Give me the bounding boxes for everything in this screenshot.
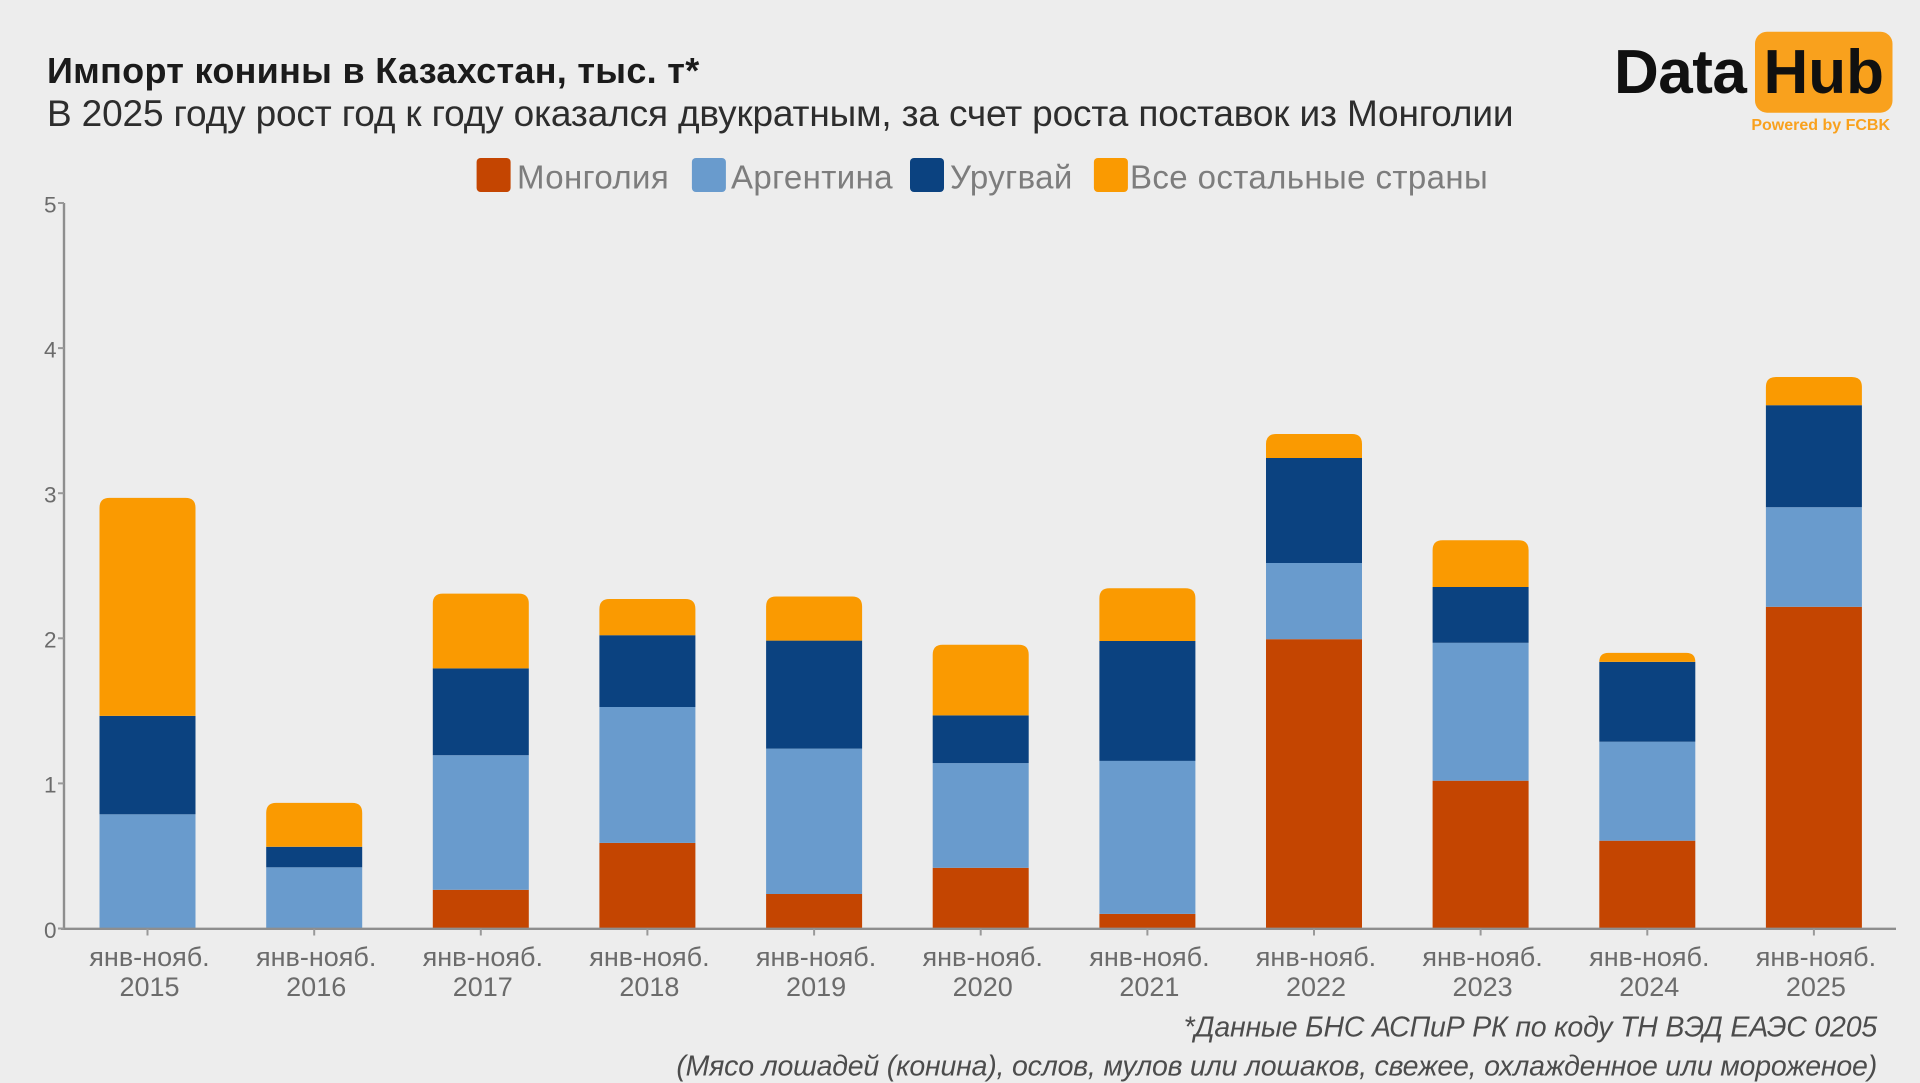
svg-text:2024: 2024 [1619, 972, 1679, 1002]
svg-text:2025: 2025 [1786, 972, 1846, 1002]
svg-text:янв-нояб.: янв-нояб. [1256, 942, 1376, 972]
svg-text:(Мясо лошадей (конина), ослов,: (Мясо лошадей (конина), ослов, мулов или… [676, 1051, 1877, 1083]
svg-text:янв-нояб.: янв-нояб. [756, 942, 876, 972]
svg-text:*Данные БНС АСПиР РК по коду Т: *Данные БНС АСПиР РК по коду ТН ВЭД ЕАЭС… [1184, 1012, 1878, 1044]
svg-text:Монголия: Монголия [517, 159, 669, 196]
svg-text:янв-нояб.: янв-нояб. [1422, 942, 1542, 972]
svg-text:Hub: Hub [1764, 38, 1885, 107]
svg-text:2019: 2019 [786, 972, 846, 1002]
svg-text:янв-нояб.: янв-нояб. [1756, 942, 1876, 972]
svg-text:1: 1 [44, 773, 57, 798]
svg-text:янв-нояб.: янв-нояб. [589, 942, 709, 972]
svg-text:янв-нояб.: янв-нояб. [256, 942, 376, 972]
svg-text:янв-нояб.: янв-нояб. [89, 942, 209, 972]
svg-text:Все остальные страны: Все остальные страны [1130, 159, 1488, 196]
svg-text:янв-нояб.: янв-нояб. [923, 942, 1043, 972]
svg-text:5: 5 [44, 192, 57, 217]
svg-text:2017: 2017 [453, 972, 513, 1002]
svg-text:0: 0 [44, 918, 57, 943]
svg-text:4: 4 [44, 337, 57, 362]
svg-text:Powered by FCBK: Powered by FCBK [1751, 117, 1890, 134]
svg-text:2: 2 [44, 628, 57, 653]
svg-text:янв-нояб.: янв-нояб. [423, 942, 543, 972]
svg-text:В 2025 году рост год к году ок: В 2025 году рост год к году оказался дву… [47, 93, 1513, 134]
svg-text:2016: 2016 [286, 972, 346, 1002]
svg-text:янв-нояб.: янв-нояб. [1089, 942, 1209, 972]
svg-text:2018: 2018 [619, 972, 679, 1002]
svg-text:Аргентина: Аргентина [731, 159, 893, 196]
svg-text:Уругвай: Уругвай [950, 159, 1073, 196]
svg-text:Импорт конины в Казахстан, тыс: Импорт конины в Казахстан, тыс. т* [47, 50, 700, 91]
svg-text:2021: 2021 [1119, 972, 1179, 1002]
svg-text:янв-нояб.: янв-нояб. [1589, 942, 1709, 972]
svg-text:2023: 2023 [1453, 972, 1513, 1002]
svg-text:2022: 2022 [1286, 972, 1346, 1002]
svg-text:2020: 2020 [953, 972, 1013, 1002]
svg-text:Data: Data [1614, 38, 1747, 107]
svg-text:3: 3 [44, 483, 57, 508]
svg-text:2015: 2015 [119, 972, 179, 1002]
